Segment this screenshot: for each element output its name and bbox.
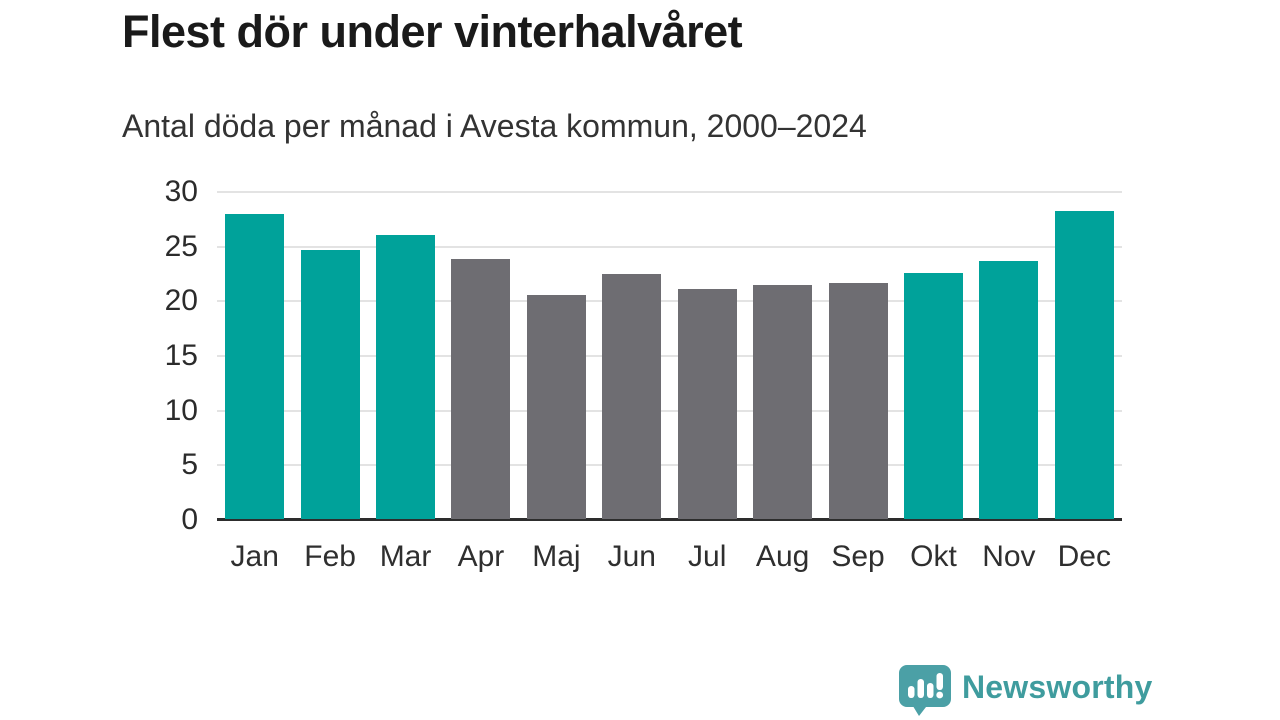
x-tick-label-aug: Aug [755, 540, 810, 573]
plot-area [217, 191, 1122, 521]
y-tick-label-20: 20 [164, 284, 198, 318]
gridline-25 [217, 245, 1122, 248]
x-tick-label-nov: Nov [982, 540, 1036, 573]
bar-sep [828, 282, 888, 519]
bar-jul [677, 289, 737, 519]
bar-aug [753, 285, 813, 519]
x-tick-label-dec: Dec [1057, 540, 1111, 573]
x-tick-label-jun: Jun [607, 540, 656, 573]
y-tick-label-5: 5 [181, 448, 198, 482]
x-tick-label-feb: Feb [304, 540, 356, 573]
y-tick-label-30: 30 [164, 175, 198, 208]
bar-mar [376, 234, 436, 519]
x-axis-line [217, 518, 1122, 521]
gridline-5 [217, 464, 1122, 467]
x-tick-label-apr: Apr [457, 540, 505, 573]
y-tick-label-25: 25 [164, 229, 198, 263]
bar-maj [526, 294, 586, 519]
gridline-30 [217, 191, 1122, 193]
bar-apr [451, 258, 511, 519]
x-axis: Jan Feb Mar Apr Maj Jun Jul Aug Sep Okt Nov Dec [217, 540, 1122, 580]
y-tick-label-10: 10 [164, 393, 198, 427]
brand-name: Newsworthy [962, 668, 1153, 705]
gridline-20 [217, 300, 1122, 303]
x-tick-label-maj: Maj [532, 540, 581, 573]
gridline-10 [217, 409, 1122, 412]
bar-feb [300, 250, 360, 519]
y-tick-label-0: 0 [181, 503, 198, 536]
brand-footer: Newsworthy [897, 663, 1152, 717]
gridline-15 [217, 355, 1122, 357]
chart-subtitle: Antal döda per månad i Avesta kommun, 20… [122, 108, 867, 144]
x-tick-label-mar: Mar [379, 540, 432, 573]
chart-title: Flest dör under vinterhalvåret [122, 6, 743, 57]
bar-okt [903, 273, 963, 519]
x-tick-label-sep: Sep [831, 540, 885, 573]
bar-dec [1054, 210, 1114, 519]
bar-jun [602, 274, 662, 519]
bar-jan [225, 213, 285, 519]
x-tick-label-okt: Okt [910, 540, 957, 573]
y-axis: 0 5 10 15 20 25 30 [0, 0, 198, 720]
x-tick-label-jan: Jan [230, 540, 279, 573]
newsworthy-logo-icon [899, 665, 951, 716]
y-tick-label-15: 15 [164, 339, 198, 372]
bar-nov [979, 260, 1039, 519]
x-tick-label-jul: Jul [688, 540, 727, 573]
